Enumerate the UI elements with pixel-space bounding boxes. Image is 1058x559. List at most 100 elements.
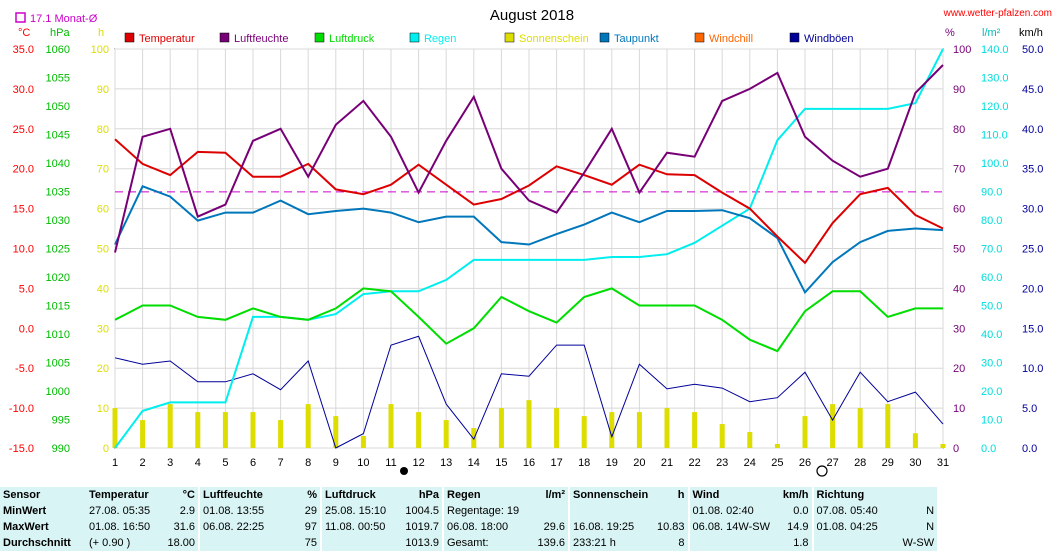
press-axis-tick: 1010 xyxy=(46,329,70,341)
hours-axis-tick: 30 xyxy=(97,323,109,335)
legend-label-1: Luftfeuchte xyxy=(234,33,288,45)
sunshine-bar xyxy=(774,444,780,448)
wind-unit: km/h xyxy=(1019,27,1043,39)
temp-max-date: 01.08. 16:50 xyxy=(86,519,162,535)
x-tick-label: 28 xyxy=(854,457,866,469)
hum-max-value: 97 xyxy=(284,519,320,535)
temp-min-date: 27.08. 05:35 xyxy=(86,503,162,519)
wind-avg-label xyxy=(689,535,778,551)
stats-rain-header: Regen xyxy=(444,487,528,503)
percent-axis-tick: 100 xyxy=(953,44,971,56)
temp-axis-tick: -5.0 xyxy=(15,363,34,375)
sunshine-bar xyxy=(554,408,560,448)
press-axis-tick: 1060 xyxy=(46,44,70,56)
percent-axis-tick: 80 xyxy=(953,124,965,136)
x-tick-label: 27 xyxy=(826,457,838,469)
x-tick-label: 11 xyxy=(385,457,396,469)
temp-axis-tick: 5.0 xyxy=(19,283,34,295)
sunshine-bar xyxy=(250,412,256,448)
sunshine-bar xyxy=(940,444,946,448)
rain-axis-tick: 60.0 xyxy=(981,272,1002,284)
sunshine-bar xyxy=(416,412,422,448)
series-luftfeuchte xyxy=(114,64,944,253)
wind-axis-tick: 15.0 xyxy=(1022,323,1043,335)
x-tick-label: 22 xyxy=(688,457,700,469)
x-tick-label: 18 xyxy=(578,457,590,469)
temp-unit: °C xyxy=(18,27,30,39)
temp-axis-tick: 15.0 xyxy=(13,204,34,216)
stats-dir-header: Richtung xyxy=(813,487,900,503)
percent-axis-tick: 30 xyxy=(953,323,965,335)
press-axis-tick: 1020 xyxy=(46,272,70,284)
sunshine-bar xyxy=(664,408,670,448)
percent-axis-tick: 60 xyxy=(953,204,965,216)
press-max-date: 11.08. 00:50 xyxy=(322,519,400,535)
wind-axis-tick: 50.0 xyxy=(1022,44,1043,56)
press-axis-tick: 1055 xyxy=(46,73,70,85)
wind-axis-tick: 10.0 xyxy=(1022,363,1043,375)
x-tick-label: 31 xyxy=(937,457,949,469)
sunshine-bar xyxy=(802,416,808,448)
percent-axis-tick: 70 xyxy=(953,164,965,176)
sunshine-bar xyxy=(167,404,173,448)
legend-swatch-1 xyxy=(219,32,230,43)
sunshine-bar xyxy=(830,404,836,448)
sunshine-bar xyxy=(140,420,146,448)
rain-axis-tick: 70.0 xyxy=(981,244,1002,256)
percent-unit: % xyxy=(945,27,955,39)
sunshine-bar xyxy=(360,436,366,448)
wind-axis-tick: 5.0 xyxy=(1022,403,1037,415)
weather-chart: 35.030.025.020.015.010.05.00.0-5.0-10.0-… xyxy=(9,7,1052,477)
temp-axis-tick: 25.0 xyxy=(13,124,34,136)
rain-axis-tick: 20.0 xyxy=(981,386,1002,398)
sunshine-bar xyxy=(747,432,753,448)
temp-avg-delta: (+ 0.90 ) xyxy=(86,535,162,551)
new-moon-icon xyxy=(400,467,408,475)
rain-total-label: Gesamt: xyxy=(444,535,528,551)
sunshine-bar xyxy=(278,420,284,448)
rain-axis-tick: 120.0 xyxy=(981,101,1009,113)
wind-axis-tick: 45.0 xyxy=(1022,84,1043,96)
hours-axis-tick: 10 xyxy=(97,403,109,415)
hours-axis-tick: 70 xyxy=(97,164,109,176)
series-luftdruck xyxy=(114,287,943,353)
dir-avg-value: W-SW xyxy=(899,535,938,551)
dir-min-date: 07.08. 05:40 xyxy=(813,503,900,519)
rain-axis-tick: 110.0 xyxy=(981,130,1008,142)
hours-axis-tick: 20 xyxy=(97,363,109,375)
sun-row2-date: 16.08. 19:25 xyxy=(570,519,654,535)
x-tick-label: 14 xyxy=(468,457,480,469)
rain-row1-value xyxy=(528,503,568,519)
stats-temp-unit: °C xyxy=(162,487,198,503)
hum-min-date: 01.08. 13:55 xyxy=(200,503,284,519)
sunshine-bar xyxy=(498,408,504,448)
hum-max-date: 06.08. 22:25 xyxy=(200,519,284,535)
press-axis-tick: 1040 xyxy=(46,158,70,170)
wind-axis-tick: 35.0 xyxy=(1022,164,1043,176)
press-avg-value: 1013.9 xyxy=(400,535,442,551)
rain-row2-date: 06.08. 18:00 xyxy=(444,519,528,535)
temp-axis-tick: -15.0 xyxy=(9,443,34,455)
sun-row1-value xyxy=(654,503,688,519)
x-tick-label: 16 xyxy=(523,457,535,469)
sun-avg-value: 8 xyxy=(654,535,688,551)
x-tick-label: 10 xyxy=(357,457,369,469)
full-moon-icon xyxy=(816,465,828,477)
x-tick-label: 1 xyxy=(112,457,118,469)
press-axis-tick: 1035 xyxy=(46,187,70,199)
series-windböen xyxy=(114,335,944,449)
sunshine-bar xyxy=(526,400,532,448)
hum-avg-value: 75 xyxy=(284,535,320,551)
dir-avg-label xyxy=(813,535,900,551)
percent-axis-tick: 0 xyxy=(953,443,959,455)
x-tick-label: 5 xyxy=(222,457,228,469)
rain-axis-tick: 0.0 xyxy=(981,443,996,455)
temp-axis-tick: 10.0 xyxy=(13,244,34,256)
rain-axis-tick: 50.0 xyxy=(981,301,1002,313)
hum-avg-label xyxy=(200,535,284,551)
x-tick-label: 29 xyxy=(882,457,894,469)
x-tick-label: 23 xyxy=(716,457,728,469)
sunshine-bar xyxy=(609,412,615,448)
sunshine-bar xyxy=(112,408,118,448)
stats-hum-unit: % xyxy=(284,487,320,503)
